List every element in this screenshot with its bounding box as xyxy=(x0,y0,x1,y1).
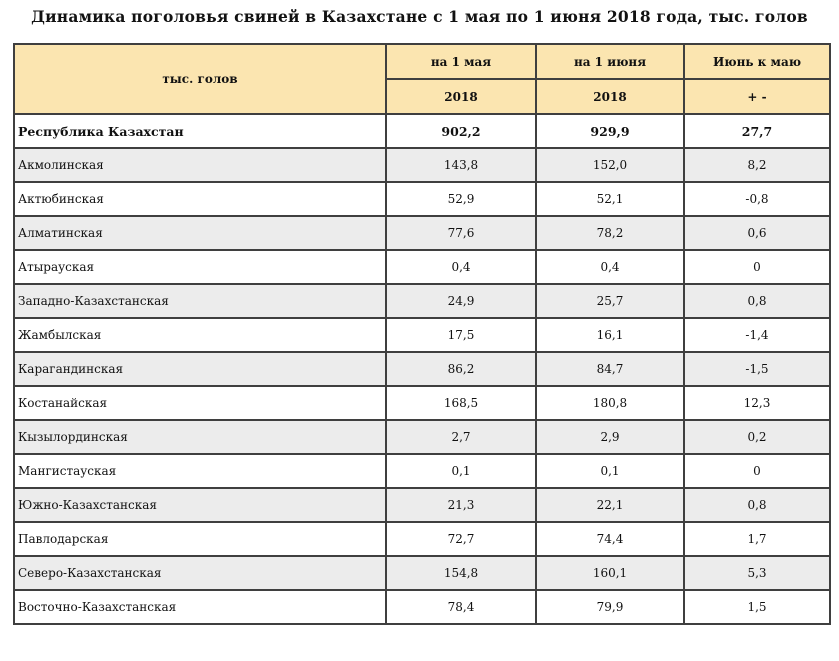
value-diff: 0,2 xyxy=(683,419,831,455)
value-diff: 0,6 xyxy=(683,215,831,251)
region-name: Костанайская xyxy=(13,385,387,421)
region-name: Мангистауская xyxy=(13,453,387,489)
table-row: Западно-Казахстанская 24,9 25,7 0,8 xyxy=(13,283,831,319)
table-row: Северо-Казахстанская 154,8 160,1 5,3 xyxy=(13,555,831,591)
column-subheader-diff-sign: + - xyxy=(683,78,831,115)
region-name: Кызылординская xyxy=(13,419,387,455)
value-may: 0,1 xyxy=(385,453,537,489)
column-subheader-june-year: 2018 xyxy=(535,78,685,115)
value-diff: 0 xyxy=(683,249,831,285)
value-may: 86,2 xyxy=(385,351,537,387)
value-may: 77,6 xyxy=(385,215,537,251)
table-row: Алматинская 77,6 78,2 0,6 xyxy=(13,215,831,251)
value-june: 22,1 xyxy=(535,487,685,523)
table-body: Республика Казахстан 902,2 929,9 27,7 Акмоли… xyxy=(13,113,831,625)
value-may: 78,4 xyxy=(385,589,537,625)
value-june: 929,9 xyxy=(535,113,685,149)
table-row: Акмолинская 143,8 152,0 8,2 xyxy=(13,147,831,183)
table-row: Актюбинская 52,9 52,1 -0,8 xyxy=(13,181,831,217)
region-name: Республика Казахстан xyxy=(13,113,387,149)
value-may: 0,4 xyxy=(385,249,537,285)
region-name: Алматинская xyxy=(13,215,387,251)
value-may: 17,5 xyxy=(385,317,537,353)
table-header: тыс. голов на 1 мая на 1 июня Июнь к маю… xyxy=(13,43,831,115)
region-name: Карагандинская xyxy=(13,351,387,387)
value-june: 84,7 xyxy=(535,351,685,387)
value-may: 154,8 xyxy=(385,555,537,591)
value-diff: 0 xyxy=(683,453,831,489)
table-row: Атырауская 0,4 0,4 0 xyxy=(13,249,831,285)
value-may: 143,8 xyxy=(385,147,537,183)
value-june: 79,9 xyxy=(535,589,685,625)
value-june: 180,8 xyxy=(535,385,685,421)
region-name: Атырауская xyxy=(13,249,387,285)
value-may: 2,7 xyxy=(385,419,537,455)
region-name: Акмолинская xyxy=(13,147,387,183)
value-diff: 27,7 xyxy=(683,113,831,149)
value-diff: -1,5 xyxy=(683,351,831,387)
value-june: 25,7 xyxy=(535,283,685,319)
value-may: 21,3 xyxy=(385,487,537,523)
value-diff: 0,8 xyxy=(683,283,831,319)
value-may: 52,9 xyxy=(385,181,537,217)
region-name: Павлодарская xyxy=(13,521,387,557)
value-diff: 1,5 xyxy=(683,589,831,625)
value-june: 0,1 xyxy=(535,453,685,489)
value-may: 168,5 xyxy=(385,385,537,421)
value-may: 72,7 xyxy=(385,521,537,557)
region-name: Северо-Казахстанская xyxy=(13,555,387,591)
value-diff: 5,3 xyxy=(683,555,831,591)
region-name: Южно-Казахстанская xyxy=(13,487,387,523)
region-name: Жамбылская xyxy=(13,317,387,353)
value-may: 902,2 xyxy=(385,113,537,149)
region-name: Западно-Казахстанская xyxy=(13,283,387,319)
table-row: Восточно-Казахстанская 78,4 79,9 1,5 xyxy=(13,589,831,625)
value-june: 78,2 xyxy=(535,215,685,251)
value-diff: -1,4 xyxy=(683,317,831,353)
table-row: Республика Казахстан 902,2 929,9 27,7 xyxy=(13,113,831,149)
table-row: Павлодарская 72,7 74,4 1,7 xyxy=(13,521,831,557)
column-subheader-may-year: 2018 xyxy=(385,78,537,115)
value-diff: 1,7 xyxy=(683,521,831,557)
pig-population-table: тыс. голов на 1 мая на 1 июня Июнь к маю… xyxy=(13,43,831,625)
value-june: 2,9 xyxy=(535,419,685,455)
column-header-regions: тыс. голов xyxy=(13,43,387,115)
value-june: 0,4 xyxy=(535,249,685,285)
column-header-diff: Июнь к маю xyxy=(683,43,831,80)
value-june: 52,1 xyxy=(535,181,685,217)
value-may: 24,9 xyxy=(385,283,537,319)
value-diff: 8,2 xyxy=(683,147,831,183)
table-row: Кызылординская 2,7 2,9 0,2 xyxy=(13,419,831,455)
column-header-june: на 1 июня xyxy=(535,43,685,80)
value-june: 16,1 xyxy=(535,317,685,353)
value-diff: -0,8 xyxy=(683,181,831,217)
region-name: Актюбинская xyxy=(13,181,387,217)
value-june: 152,0 xyxy=(535,147,685,183)
header-row-sub: 2018 2018 + - xyxy=(14,78,831,115)
value-june: 160,1 xyxy=(535,555,685,591)
table-row: Мангистауская 0,1 0,1 0 xyxy=(13,453,831,489)
value-diff: 12,3 xyxy=(683,385,831,421)
table-row: Южно-Казахстанская 21,3 22,1 0,8 xyxy=(13,487,831,523)
page-title: Динамика поголовья свиней в Казахстане с… xyxy=(31,7,808,26)
header-row-top: тыс. голов на 1 мая на 1 июня Июнь к маю xyxy=(13,43,831,115)
column-header-may: на 1 мая xyxy=(385,43,537,80)
table-row: Жамбылская 17,5 16,1 -1,4 xyxy=(13,317,831,353)
table-row: Костанайская 168,5 180,8 12,3 xyxy=(13,385,831,421)
region-name: Восточно-Казахстанская xyxy=(13,589,387,625)
value-diff: 0,8 xyxy=(683,487,831,523)
table-row: Карагандинская 86,2 84,7 -1,5 xyxy=(13,351,831,387)
value-june: 74,4 xyxy=(535,521,685,557)
